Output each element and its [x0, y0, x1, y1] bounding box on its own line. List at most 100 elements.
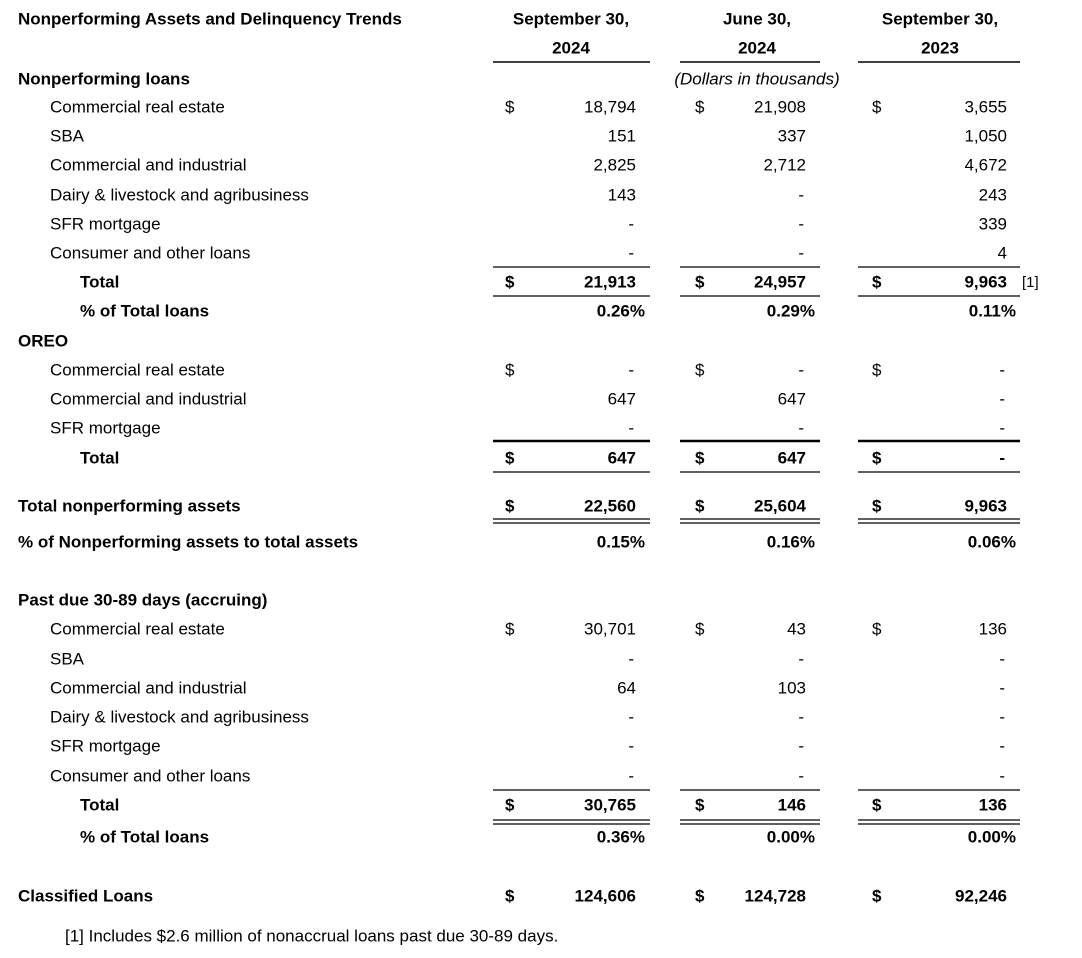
row-label: Consumer and other loans [50, 243, 250, 262]
cell-value: 0.06% [968, 532, 1016, 551]
row-label: Total [80, 795, 119, 814]
column-header: 2024 [738, 38, 776, 57]
cell-value: 0.00% [968, 827, 1016, 846]
cell-value: 136 [979, 795, 1007, 814]
currency-sign: $ [695, 272, 705, 291]
cell-value: - [628, 736, 634, 755]
currency-sign: $ [872, 496, 882, 515]
currency-sign: $ [872, 619, 882, 638]
cell-value: 0.29% [767, 301, 815, 320]
cell-value: 30,765 [584, 795, 636, 814]
cell-value: 18,794 [584, 97, 636, 116]
currency-sign: $ [505, 360, 515, 379]
cell-value: 9,963 [964, 496, 1007, 515]
row-label: % of Nonperforming assets to total asset… [18, 532, 358, 551]
row-label: Commercial real estate [50, 619, 225, 638]
cell-value: - [798, 418, 804, 437]
cell-value: 0.16% [767, 532, 815, 551]
cell-value: - [798, 766, 804, 785]
row-label: OREO [18, 331, 68, 350]
cell-value: - [999, 649, 1005, 668]
cell-value: 124,728 [745, 886, 806, 905]
cell-value: 647 [778, 448, 806, 467]
cell-value: 146 [778, 795, 806, 814]
row-label: % of Total loans [80, 301, 209, 320]
currency-sign: $ [695, 448, 705, 467]
cell-value: 3,655 [964, 97, 1007, 116]
cell-value: - [798, 649, 804, 668]
cell-value: - [628, 418, 634, 437]
cell-value: 0.15% [597, 532, 645, 551]
currency-sign: $ [872, 360, 882, 379]
cell-value: 337 [778, 126, 806, 145]
row-label: Classified Loans [18, 886, 153, 905]
cell-value: - [999, 678, 1005, 697]
cell-value: 4,672 [964, 155, 1007, 174]
cell-value: 136 [979, 619, 1007, 638]
currency-sign: $ [505, 448, 515, 467]
cell-value: 9,963 [964, 272, 1007, 291]
currency-sign: $ [872, 448, 882, 467]
row-label: SFR mortgage [50, 418, 161, 437]
cell-value: - [999, 389, 1005, 408]
cell-value: 647 [778, 389, 806, 408]
cell-value: 1,050 [964, 126, 1007, 145]
row-label: Total [80, 272, 119, 291]
row-label: SBA [50, 126, 85, 145]
column-header: September 30, [513, 9, 629, 28]
row-label: Commercial and industrial [50, 389, 247, 408]
cell-value: - [798, 707, 804, 726]
cell-value: 21,913 [584, 272, 636, 291]
row-label: SBA [50, 649, 85, 668]
units-note: (Dollars in thousands) [674, 69, 839, 88]
currency-sign: $ [872, 272, 882, 291]
cell-value: 2,825 [593, 155, 636, 174]
currency-sign: $ [695, 97, 705, 116]
currency-sign: $ [695, 360, 705, 379]
cell-value: - [628, 360, 634, 379]
cell-value: 22,560 [584, 496, 636, 515]
currency-sign: $ [872, 886, 882, 905]
cell-value: - [628, 707, 634, 726]
cell-value: - [798, 736, 804, 755]
row-label: Nonperforming loans [18, 69, 190, 88]
cell-value: - [798, 214, 804, 233]
footnote-ref: [1] [1022, 274, 1039, 291]
currency-sign: $ [505, 496, 515, 515]
cell-value: 4 [998, 243, 1007, 262]
currency-sign: $ [505, 619, 515, 638]
cell-value: - [798, 360, 804, 379]
cell-value: 124,606 [575, 886, 636, 905]
currency-sign: $ [695, 886, 705, 905]
cell-value: 2,712 [763, 155, 806, 174]
cell-value: 92,246 [955, 886, 1007, 905]
row-label: Commercial real estate [50, 360, 225, 379]
cell-value: 103 [778, 678, 806, 697]
cell-value: - [999, 707, 1005, 726]
cell-value: - [628, 766, 634, 785]
cell-value: - [999, 736, 1005, 755]
cell-value: - [999, 766, 1005, 785]
table-title: Nonperforming Assets and Delinquency Tre… [18, 9, 402, 28]
cell-value: - [628, 243, 634, 262]
cell-value: 243 [979, 185, 1007, 204]
cell-value: 64 [617, 678, 636, 697]
row-label: SFR mortgage [50, 736, 161, 755]
cell-value: 43 [787, 619, 806, 638]
currency-sign: $ [872, 97, 882, 116]
cell-value: - [628, 214, 634, 233]
row-label: % of Total loans [80, 827, 209, 846]
currency-sign: $ [505, 795, 515, 814]
cell-value: - [798, 243, 804, 262]
currency-sign: $ [695, 619, 705, 638]
cell-value: 0.26% [597, 301, 645, 320]
column-header: June 30, [723, 9, 791, 28]
currency-sign: $ [872, 795, 882, 814]
cell-value: 143 [608, 185, 636, 204]
row-label: Dairy & livestock and agribusiness [50, 185, 309, 204]
cell-value: 339 [979, 214, 1007, 233]
row-label: Past due 30-89 days (accruing) [18, 590, 267, 609]
currency-sign: $ [505, 97, 515, 116]
